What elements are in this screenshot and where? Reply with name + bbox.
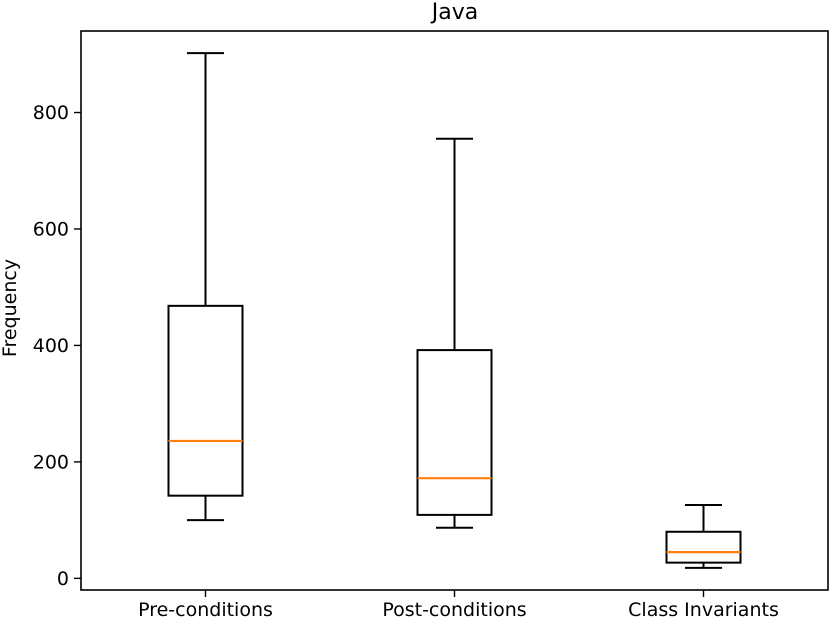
box-pre-conditions bbox=[167, 304, 244, 497]
chart-title: Java bbox=[430, 0, 478, 25]
box-class-invariants bbox=[665, 530, 742, 564]
x-tick-label-2: Class Invariants bbox=[628, 599, 779, 618]
plot-area: 0 200 400 600 800 Pre-conditions Post-conditio… bbox=[33, 30, 829, 618]
y-tick-label-400: 400 bbox=[33, 335, 69, 357]
y-tick-label-200: 200 bbox=[33, 451, 69, 473]
y-tick-label-0: 0 bbox=[57, 568, 69, 590]
x-tick-label-0: Pre-conditions bbox=[138, 599, 273, 618]
y-tick-label-800: 800 bbox=[33, 102, 69, 124]
box-post-conditions bbox=[416, 349, 493, 516]
y-axis-label: Frequency bbox=[0, 259, 21, 357]
y-tick-label-600: 600 bbox=[33, 218, 69, 240]
x-tick-label-1: Post-conditions bbox=[382, 599, 526, 618]
